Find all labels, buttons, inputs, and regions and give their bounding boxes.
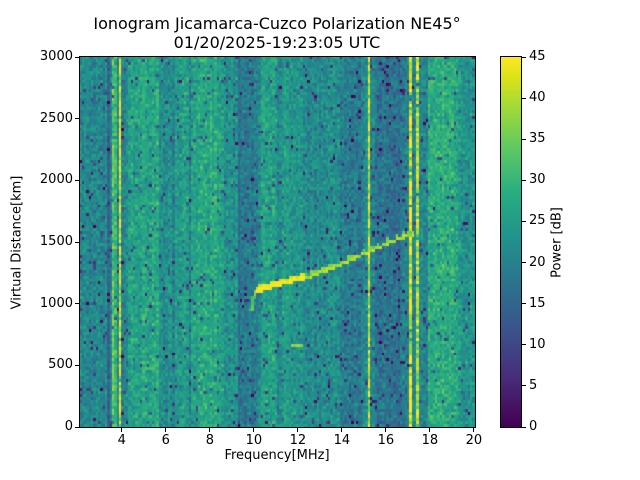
y-tick-label: 2000 [39, 172, 73, 188]
y-tick [75, 303, 79, 305]
colorbar-tick-label: 25 [529, 213, 546, 229]
x-axis-label: Frequency[MHz] [224, 448, 330, 463]
y-tick-label: 2500 [39, 110, 73, 126]
x-tick-label: 14 [333, 433, 351, 448]
x-tick [297, 428, 299, 432]
x-tick-label: 4 [117, 433, 126, 448]
colorbar-tick [522, 303, 526, 305]
colorbar-tick [522, 138, 526, 140]
x-tick [341, 428, 343, 432]
y-tick [75, 364, 79, 366]
heatmap-canvas [80, 57, 475, 427]
colorbar-tick-label: 30 [529, 172, 546, 188]
colorbar-tick [522, 344, 526, 346]
x-tick [473, 428, 475, 432]
y-tick [75, 241, 79, 243]
colorbar-tick [522, 220, 526, 222]
colorbar-tick-label: 10 [529, 336, 546, 352]
x-tick-label: 8 [205, 433, 214, 448]
colorbar-tick-label: 15 [529, 295, 546, 311]
y-tick [75, 179, 79, 181]
x-tick-label: 20 [465, 433, 483, 448]
x-tick [429, 428, 431, 432]
y-tick-label: 0 [64, 419, 73, 434]
colorbar-tick [522, 97, 526, 99]
figure-title: Ionogram Jicamarca-Cuzco Polarization NE… [27, 14, 527, 52]
colorbar-tick [522, 262, 526, 264]
colorbar-tick [522, 179, 526, 181]
colorbar-tick [522, 56, 526, 58]
colorbar-label: Power [dB] [549, 207, 565, 278]
y-tick-label: 500 [48, 357, 73, 373]
colorbar-tick-label: 45 [529, 49, 546, 64]
colorbar-tick [522, 426, 526, 428]
x-tick-label: 6 [161, 433, 170, 448]
y-tick-label: 1500 [39, 234, 73, 249]
colorbar [500, 56, 522, 428]
x-tick [121, 428, 123, 432]
x-tick-label: 10 [245, 433, 263, 448]
x-tick [209, 428, 211, 432]
y-axis-label: Virtual Distance[km] [9, 175, 25, 310]
x-tick [253, 428, 255, 432]
x-tick-label: 18 [421, 433, 439, 448]
colorbar-canvas [501, 57, 521, 427]
colorbar-tick-label: 20 [529, 254, 546, 270]
heatmap-plot-area [79, 56, 476, 428]
x-tick-label: 16 [377, 433, 395, 448]
colorbar-tick-label: 0 [529, 419, 538, 434]
colorbar-tick [522, 385, 526, 387]
y-tick-label: 3000 [39, 49, 73, 64]
y-tick-label: 1000 [39, 295, 73, 311]
figure-title-line2: 01/20/2025-19:23:05 UTC [173, 33, 381, 52]
y-tick [75, 426, 79, 428]
x-tick [165, 428, 167, 432]
colorbar-tick-label: 40 [529, 90, 546, 106]
y-tick [75, 56, 79, 58]
x-tick-label: 12 [289, 433, 307, 448]
colorbar-tick-label: 5 [529, 377, 538, 393]
figure-title-line1: Ionogram Jicamarca-Cuzco Polarization NE… [93, 14, 461, 33]
colorbar-tick-label: 35 [529, 131, 546, 147]
y-tick [75, 118, 79, 120]
x-tick [385, 428, 387, 432]
